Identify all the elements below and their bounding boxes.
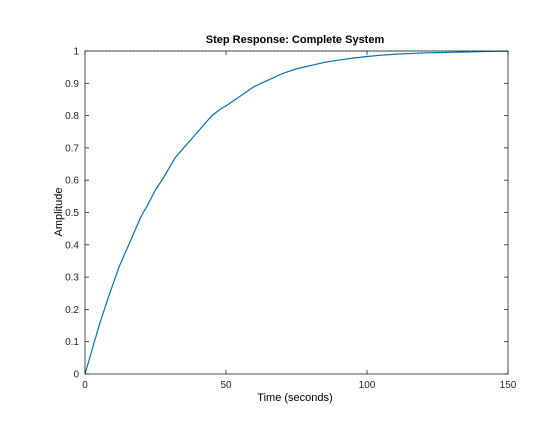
y-tick-label-6: 0.6 — [65, 176, 79, 187]
y-tick-label-1: 0.1 — [65, 337, 79, 348]
y-tick-label-10: 1 — [73, 47, 79, 58]
x-axis-label: Time (seconds) — [257, 392, 332, 404]
y-tick-label-0: 0 — [73, 370, 79, 381]
y-tick-label-7: 0.7 — [65, 143, 79, 154]
response-line-0 — [84, 50, 508, 375]
x-tick-label-2: 100 — [359, 380, 376, 391]
y-tick-label-2: 0.2 — [65, 305, 79, 316]
y-tick-label-3: 0.3 — [65, 273, 79, 284]
x-tick-label-0: 0 — [82, 380, 88, 391]
y-tick-label-9: 0.9 — [65, 79, 79, 90]
y-tick-label-8: 0.8 — [65, 111, 79, 122]
y-axis-label: Amplitude — [53, 188, 65, 237]
chart-title: Step Response: Complete System — [206, 34, 385, 46]
y-tick-label-5: 0.5 — [65, 208, 79, 219]
plot-layer: 0 50 100 150 0 0.1 0.2 0.3 0.4 0.5 0.6 0.7 0.8 0.9 1 — [65, 47, 517, 392]
plot-area — [85, 51, 508, 374]
x-tick-label-1: 50 — [220, 380, 232, 391]
x-tick-label-3: 150 — [500, 380, 517, 391]
y-tick-label-4: 0.4 — [65, 240, 79, 251]
